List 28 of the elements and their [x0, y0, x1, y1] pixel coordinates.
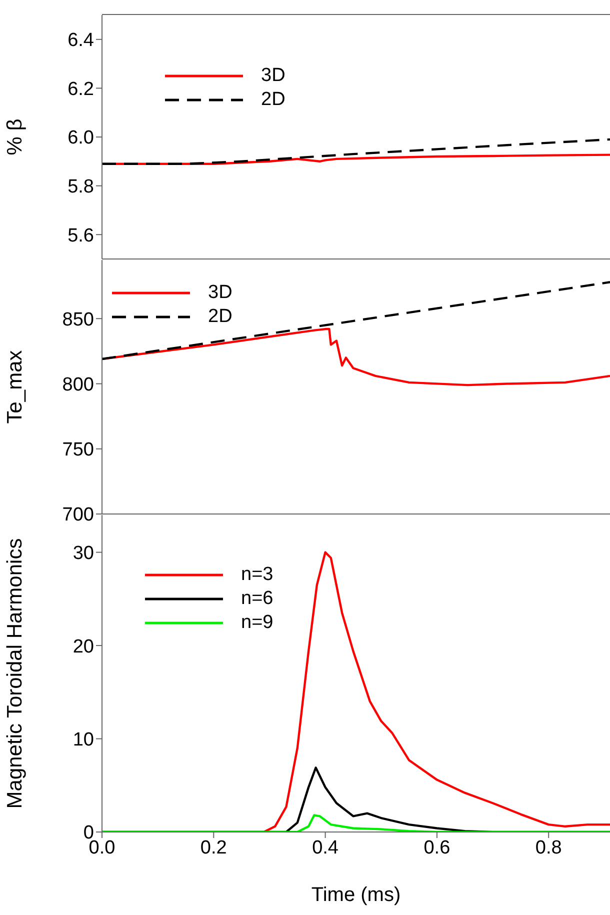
- legend-label: n=9: [241, 612, 274, 634]
- legend-label: 3D: [261, 65, 286, 87]
- y-axis-title: Te_max: [3, 350, 26, 424]
- y-tick-label: 10: [72, 730, 94, 751]
- legend-label: 2D: [261, 89, 286, 111]
- y-tick-label: 6.2: [68, 78, 94, 100]
- y-tick-label: 5.8: [68, 176, 94, 198]
- legend-label: 2D: [208, 306, 232, 328]
- y-tick-label: 800: [62, 374, 94, 396]
- y-tick-label: 700: [62, 504, 94, 526]
- y-tick-label: 750: [62, 440, 94, 461]
- legend-label: n=3: [241, 564, 274, 586]
- x-tick-label: 0.2: [200, 837, 227, 858]
- y-tick-label: 6.0: [68, 128, 94, 149]
- legend-label: n=6: [241, 588, 274, 610]
- x-tick-label: 0.6: [424, 837, 450, 858]
- y-axis-title: Magnetic Toroidal Harmonics: [3, 538, 26, 809]
- y-tick-label: 6.4: [68, 30, 94, 52]
- y-axis-title: % β: [3, 118, 26, 156]
- y-tick-label: 30: [72, 543, 94, 564]
- line-series: [102, 138, 610, 165]
- y-tick-label: 20: [72, 636, 94, 658]
- x-tick-label: 0.8: [535, 837, 562, 858]
- y-tick-label: 850: [62, 309, 94, 330]
- legend-label: 3D: [208, 282, 232, 304]
- x-axis-title: Time (ms): [311, 884, 401, 906]
- x-tick-label: 0.4: [312, 837, 339, 858]
- y-tick-label: 5.6: [68, 225, 94, 246]
